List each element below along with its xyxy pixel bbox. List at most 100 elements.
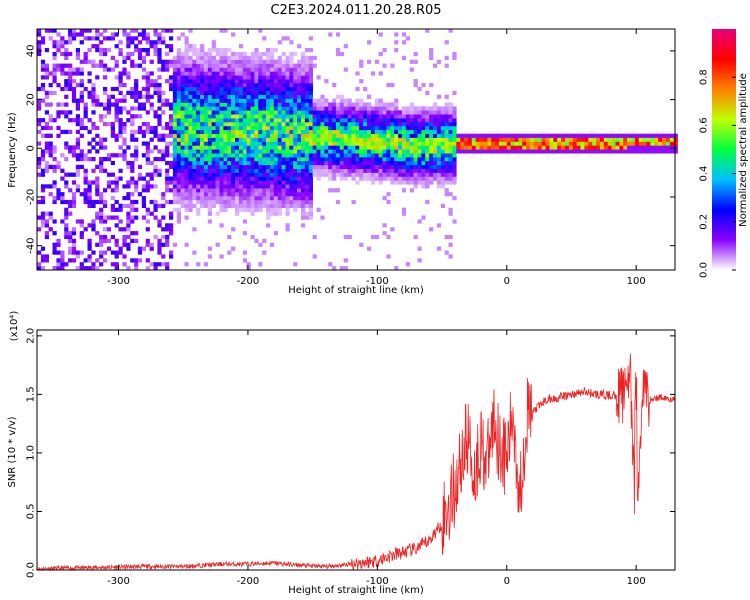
spectrogram-cell bbox=[266, 75, 271, 80]
spectrogram-cell bbox=[79, 67, 84, 72]
spectrogram-cell bbox=[328, 164, 333, 169]
spectrogram-cell bbox=[192, 227, 197, 232]
spectrogram-cell bbox=[227, 83, 232, 88]
spectrogram-cell bbox=[157, 48, 162, 53]
spectrogram-cell bbox=[153, 125, 158, 131]
spectrogram-cell bbox=[324, 129, 329, 134]
spectrogram-cell bbox=[530, 145, 535, 150]
spectrogram-cell bbox=[145, 94, 150, 99]
spectrogram-cell bbox=[188, 118, 193, 123]
spectrogram-cell bbox=[165, 242, 170, 247]
spectrogram-cell bbox=[211, 199, 216, 205]
spectrogram-cell bbox=[401, 122, 407, 127]
spectrogram-cell bbox=[52, 71, 57, 76]
spectrogram-cell bbox=[87, 28, 92, 33]
spectrogram-cell bbox=[382, 168, 387, 173]
spectrogram-cell bbox=[130, 180, 135, 185]
spectrogram-cell bbox=[370, 145, 376, 150]
spectrogram-cell bbox=[425, 129, 430, 134]
spectrogram-cell bbox=[254, 176, 259, 181]
spectrogram-cell bbox=[281, 86, 286, 92]
spectrogram-cell bbox=[52, 168, 57, 173]
spectrogram-cell bbox=[308, 203, 313, 208]
spectrogram-cell bbox=[192, 203, 197, 208]
spectrogram-cell bbox=[254, 145, 259, 150]
spectrogram-cell bbox=[413, 83, 418, 88]
spectrogram-cell bbox=[79, 94, 84, 99]
spectrogram-cell bbox=[141, 246, 146, 251]
spectrogram-cell bbox=[316, 129, 321, 134]
spectrogram-cell bbox=[44, 184, 49, 189]
spectrogram-cell bbox=[452, 168, 457, 173]
spectrogram-cell bbox=[130, 122, 135, 127]
spectrogram-cell bbox=[347, 133, 352, 138]
spectrogram-cell bbox=[134, 44, 139, 49]
spectrogram-cell bbox=[479, 145, 484, 150]
spectrogram-cell bbox=[289, 114, 294, 119]
spectrogram-cell bbox=[137, 176, 143, 181]
spectrogram-cell bbox=[44, 67, 49, 72]
spectrogram-cell bbox=[192, 106, 197, 111]
spectrogram-cell bbox=[335, 172, 341, 177]
spectrogram-cell bbox=[180, 98, 185, 103]
spectrogram-cell bbox=[95, 231, 100, 236]
spectrogram-cell bbox=[238, 63, 244, 68]
spectrogram-cell bbox=[207, 83, 212, 88]
spectrogram-cell bbox=[332, 110, 337, 115]
spectrogram-cell bbox=[157, 40, 162, 45]
spectrogram-cell bbox=[266, 67, 271, 72]
spectrogram-cell bbox=[355, 160, 360, 166]
spectrogram-cell bbox=[363, 86, 368, 92]
spectrogram-cell bbox=[277, 71, 282, 76]
spectrogram-cell bbox=[196, 102, 201, 107]
spectrogram-cell bbox=[390, 125, 395, 131]
spectrogram-cell bbox=[161, 28, 166, 33]
spectrogram-cell bbox=[642, 133, 647, 138]
spectrogram-cell bbox=[118, 246, 123, 251]
spectrogram-cell bbox=[126, 51, 131, 57]
spectrogram-cell bbox=[242, 153, 247, 158]
spectrogram-cell bbox=[99, 48, 104, 53]
spectrogram-cell bbox=[203, 203, 209, 208]
spectrogram-cell bbox=[122, 196, 127, 201]
spectrogram-cell bbox=[448, 242, 453, 247]
spectrogram-cell bbox=[188, 106, 193, 111]
spectrogram-cell bbox=[48, 102, 53, 107]
spectrogram-cell bbox=[203, 172, 209, 177]
spectrogram-cell bbox=[425, 28, 430, 33]
spectrogram-cell bbox=[200, 55, 205, 60]
spectrogram-cell bbox=[161, 137, 166, 142]
spectrogram-cell bbox=[273, 110, 278, 115]
spectrogram-cell bbox=[246, 118, 251, 123]
spectrogram-cell bbox=[91, 219, 96, 224]
spectrogram-cell bbox=[285, 211, 290, 216]
spectrogram-cell bbox=[266, 180, 271, 185]
spectrogram-cell bbox=[176, 90, 181, 95]
spectrogram-cell bbox=[374, 102, 379, 107]
spectrogram-cell bbox=[238, 192, 244, 197]
spectrogram-cell bbox=[301, 215, 306, 220]
spectrogram-cell bbox=[623, 149, 628, 154]
spectrogram-cell bbox=[343, 110, 348, 115]
spectrogram-cell bbox=[141, 28, 146, 33]
spectrogram-cell bbox=[91, 63, 96, 68]
spectrogram-cell bbox=[324, 145, 329, 150]
spectrogram-cell bbox=[312, 98, 317, 103]
spectrogram-cell bbox=[390, 129, 395, 134]
spectrogram-cell bbox=[223, 48, 228, 53]
spectrogram-cell bbox=[491, 141, 496, 146]
spectrogram-cell bbox=[165, 238, 170, 243]
spectrogram-cell bbox=[223, 98, 228, 103]
spectrogram-cell bbox=[262, 157, 267, 162]
spectrogram-cell bbox=[335, 145, 341, 150]
spectrogram-cell bbox=[227, 94, 232, 99]
spectrogram-cell bbox=[436, 114, 442, 119]
spectrogram-cell bbox=[398, 129, 403, 134]
spectrogram-cell bbox=[277, 176, 282, 181]
spectrogram-cell bbox=[64, 55, 69, 60]
spectrogram-cell bbox=[103, 48, 108, 53]
spectrogram-cell bbox=[269, 94, 275, 99]
spectrogram-cell bbox=[219, 79, 224, 84]
spectrogram-cell bbox=[37, 44, 42, 49]
spectrogram-cell bbox=[64, 110, 69, 115]
